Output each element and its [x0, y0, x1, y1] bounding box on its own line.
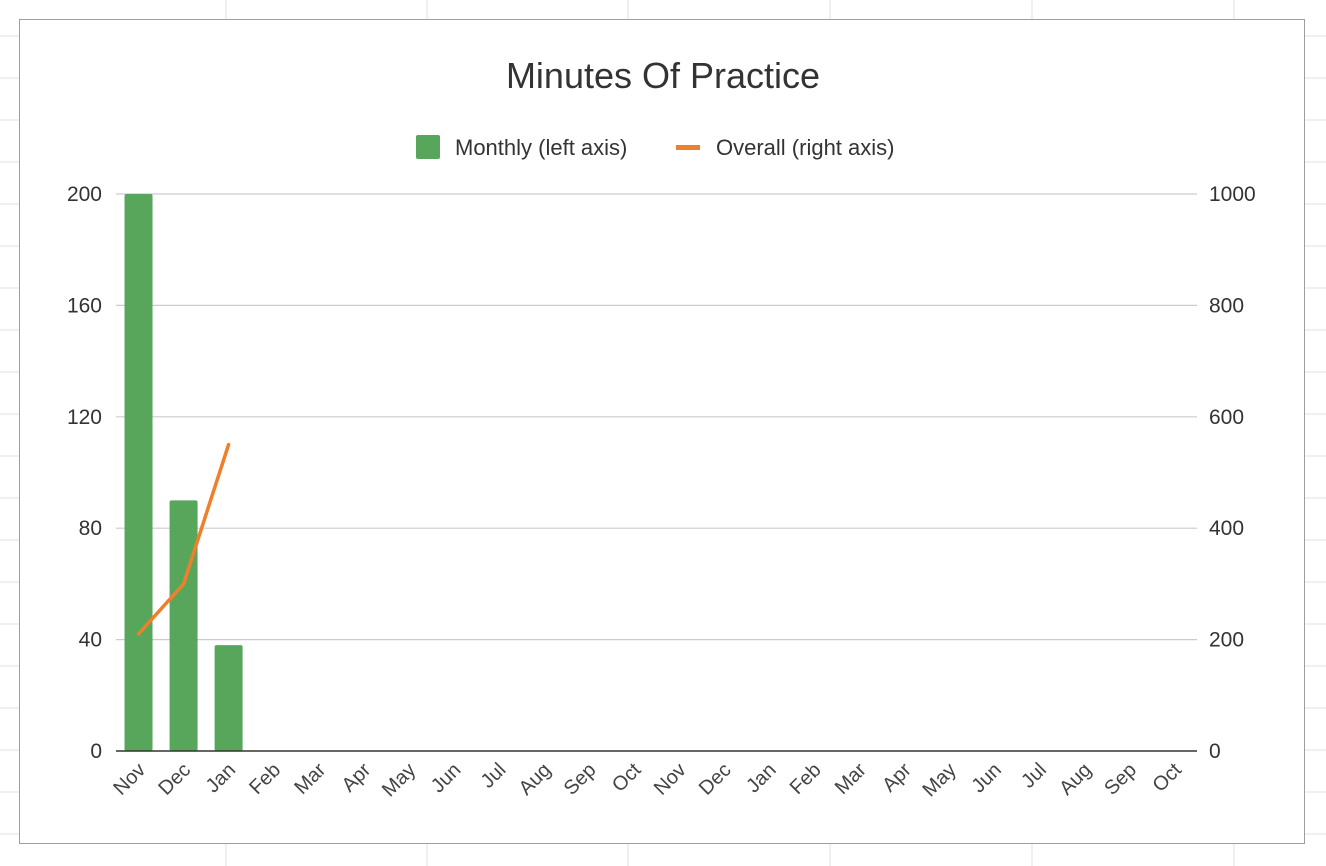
x-axis-tick-label: Dec: [154, 759, 195, 800]
left-axis-tick-label: 160: [67, 294, 102, 317]
right-axis-tick-label: 200: [1209, 629, 1244, 652]
legend-label-monthly: Monthly (left axis): [455, 135, 627, 160]
x-axis-tick-label: Jun: [967, 759, 1005, 797]
monthly-bars: [124, 194, 243, 751]
x-axis-tick-label: Feb: [245, 759, 285, 799]
x-axis-tick-label: Sep: [1100, 759, 1141, 800]
x-axis-tick-label: May: [378, 759, 420, 801]
right-axis-tick-label: 0: [1209, 740, 1221, 763]
x-axis-tick-label: Dec: [695, 759, 736, 800]
overall-line: [136, 442, 231, 636]
chart-container[interactable]: Minutes Of Practice Monthly (left axis) …: [19, 19, 1305, 844]
legend-label-overall: Overall (right axis): [716, 135, 894, 160]
right-axis-tick-label: 600: [1209, 406, 1244, 429]
legend[interactable]: Monthly (left axis) Overall (right axis): [416, 135, 894, 160]
chart-title: Minutes Of Practice: [506, 55, 820, 96]
x-axis-tick-label: Aug: [1055, 759, 1096, 800]
chart-svg: Minutes Of Practice Monthly (left axis) …: [67, 55, 1256, 802]
x-axis: Nov Dec Jan Feb Mar Apr May Jun Jul Aug Sep Oct Nov D…: [109, 759, 1186, 802]
monthly-bar: [124, 194, 153, 751]
right-axis-tick-label: 400: [1209, 517, 1244, 540]
monthly-bar: [169, 500, 198, 751]
left-axis-tick-label: 120: [67, 406, 102, 429]
x-axis-tick-label: Nov: [650, 759, 691, 800]
x-axis-tick-label: May: [919, 759, 961, 801]
left-axis-tick-label: 40: [79, 629, 102, 652]
right-axis: 0 200 400 600 800 1000: [1209, 183, 1256, 763]
x-axis-tick-label: Apr: [338, 759, 376, 797]
legend-swatch-monthly: [416, 135, 440, 159]
x-axis-tick-label: Oct: [608, 759, 646, 797]
right-axis-tick-label: 800: [1209, 294, 1244, 317]
x-axis-tick-label: Mar: [831, 759, 871, 799]
x-axis-tick-label: Jan: [202, 759, 240, 797]
x-axis-tick-label: Mar: [290, 759, 330, 799]
x-axis-tick-label: Jul: [477, 759, 511, 793]
gridlines: [116, 193, 1197, 641]
overall-line-layer: [136, 442, 231, 636]
left-axis-tick-label: 200: [67, 183, 102, 206]
x-axis-tick-label: Nov: [109, 759, 150, 800]
x-axis-tick-label: Jul: [1017, 759, 1051, 793]
monthly-bar: [214, 645, 243, 751]
left-axis-tick-label: 80: [79, 517, 102, 540]
x-axis-tick-label: Oct: [1148, 759, 1186, 797]
right-axis-tick-label: 1000: [1209, 183, 1256, 206]
x-axis-tick-label: Aug: [515, 759, 556, 800]
x-axis-tick-label: Jun: [427, 759, 465, 797]
x-axis-tick-label: Apr: [878, 759, 916, 797]
x-axis-tick-label: Jan: [742, 759, 780, 797]
x-axis-tick-label: Sep: [560, 759, 601, 800]
x-axis-tick-label: Feb: [786, 759, 826, 799]
left-axis-tick-label: 0: [90, 740, 102, 763]
left-axis: 0 40 80 120 160 200: [67, 183, 102, 763]
legend-swatch-overall: [676, 145, 700, 150]
